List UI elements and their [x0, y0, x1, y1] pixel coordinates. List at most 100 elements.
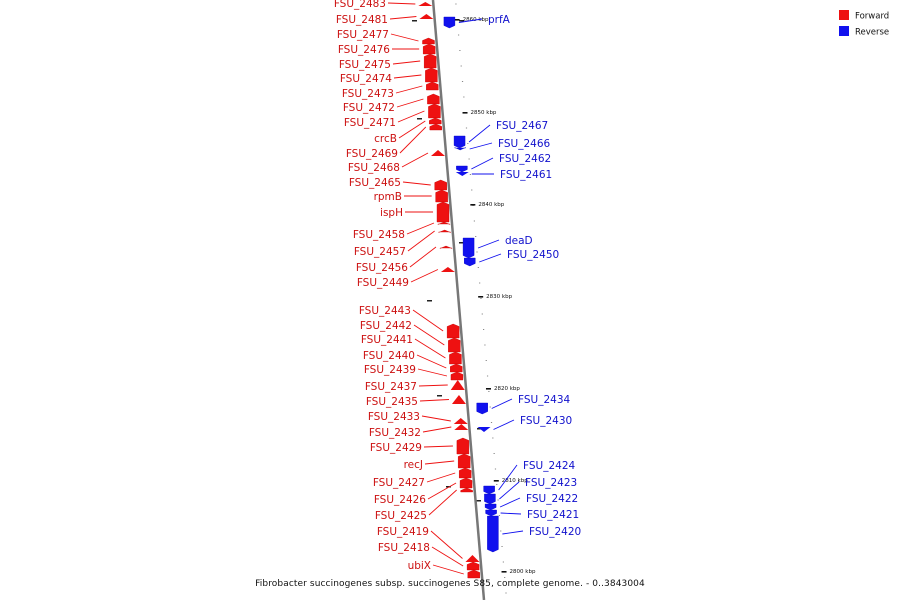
gene-label: FSU_2473: [342, 88, 394, 100]
gene-leader-line: [417, 368, 448, 377]
gene-leader-line: [414, 338, 446, 359]
gene-leader-line: [500, 512, 522, 515]
gene-feature: [465, 555, 480, 562]
gene-feature: [451, 395, 466, 404]
gene-leader-line: [419, 399, 449, 402]
gene-label: FSU_2433: [368, 411, 420, 423]
gene-feature: [422, 37, 435, 45]
gene-feature: [434, 179, 447, 191]
gene-feature: [454, 424, 469, 430]
gene-feature: [440, 267, 455, 272]
gene-leader-line: [412, 309, 444, 332]
gene-feature: [429, 117, 442, 125]
gene-label: FSU_2429: [370, 442, 422, 454]
gene-leader-line: [469, 142, 493, 150]
gene-FSU_2468: FSU_2468: [348, 150, 446, 174]
gene-FSU_2465: FSU_2465: [349, 177, 447, 191]
gene-FSU_2481: FSU_2481: [336, 14, 434, 26]
gene-FSU_2440: FSU_2440: [363, 350, 463, 373]
gene-leader-line: [430, 530, 463, 559]
gene-feature: [453, 135, 466, 149]
gene-FSU_2441: FSU_2441: [361, 334, 462, 365]
gene-feature: [435, 189, 448, 203]
genome-backbone: [431, 0, 486, 600]
gene-leader-line: [401, 152, 429, 168]
gene-FSU_2433: FSU_2433: [368, 411, 468, 424]
gene-FSU_2456: FSU_2456: [356, 245, 453, 274]
gene-feature: [483, 485, 495, 495]
legend-reverse-swatch: [839, 26, 849, 36]
forward-genes: FSU_2483 FSU_2481 FSU_2477 FSU_2476 FSU_2475…: [334, 0, 480, 579]
gene-FSU_2450: FSU_2450: [464, 249, 559, 267]
gene-label: FSU_2471: [344, 117, 396, 129]
gene-label: FSU_2449: [357, 277, 409, 289]
gene-FSU_2437: FSU_2437: [365, 380, 465, 393]
gene-FSU_2424: FSU_2424: [483, 460, 575, 495]
gene-feature: [422, 43, 436, 55]
gene-label: FSU_2456: [356, 262, 408, 274]
scale-label: 2800 kbp: [510, 569, 536, 575]
gene-feature: [454, 147, 466, 151]
gene-feature: [477, 427, 491, 432]
gene-FSU_2439: FSU_2439: [364, 364, 464, 381]
gene-label: FSU_2421: [527, 509, 579, 521]
gene-FSU_2449: FSU_2449: [357, 267, 455, 289]
gene-feature: [459, 477, 473, 489]
gene-label: FSU_2427: [373, 477, 425, 489]
gene-label: FSU_2481: [336, 14, 388, 26]
gene-feature: [484, 503, 497, 511]
gene-feature: [453, 418, 468, 424]
gene-feature: [446, 323, 460, 339]
gene-feature: [436, 201, 450, 223]
gene-feature: [485, 509, 497, 517]
gene-feature: [448, 337, 461, 353]
gene-label: FSU_2424: [523, 460, 575, 472]
gene-leader-line: [416, 354, 447, 369]
gene-FSU_2466: FSU_2466: [454, 138, 550, 151]
gene-label: prfA: [488, 14, 511, 26]
gene-label: FSU_2420: [529, 526, 581, 538]
scale-tick: [470, 204, 476, 206]
gene-leader-line: [398, 120, 426, 139]
gene-label: FSU_2469: [346, 148, 398, 160]
gene-leader-line: [418, 384, 448, 387]
scale-tick: [493, 480, 499, 482]
gene-FSU_2426: FSU_2426: [374, 477, 473, 506]
gene-feature: [466, 561, 480, 571]
gene-FSU_2473: FSU_2473: [342, 81, 439, 100]
reverse-genes: prfA FSU_2467 FSU_2466 FSU_2462 FSU_2461 deaD…: [443, 14, 581, 553]
gene-leader-line: [493, 419, 515, 430]
gene-leader-line: [426, 472, 456, 483]
gene-leader-line: [432, 564, 464, 575]
gene-leader-line: [458, 18, 483, 23]
gene-feature: [439, 245, 453, 249]
gene-feature: [462, 237, 475, 259]
gene-label: FSU_2467: [496, 120, 548, 132]
gene-label: FSU_2465: [349, 177, 401, 189]
gene-leader-line: [387, 2, 416, 5]
legend: Forward Reverse: [839, 10, 889, 38]
gene-leader-line: [431, 546, 464, 567]
gene-feature: [428, 103, 441, 119]
gene-FSU_2467: FSU_2467: [453, 120, 548, 149]
gene-FSU_2442: FSU_2442: [360, 320, 461, 353]
gene-leader-line: [477, 239, 500, 249]
gene-label: ubiX: [408, 560, 431, 572]
gene-label: FSU_2423: [525, 477, 577, 489]
gene-feature: [418, 2, 433, 6]
gene-label: FSU_2437: [365, 381, 417, 393]
scale-label: 2840 kbp: [478, 202, 504, 208]
gene-label: FSU_2432: [369, 427, 421, 439]
gene-FSU_2469: FSU_2469: [346, 123, 442, 160]
gene-FSU_2418: FSU_2418: [378, 542, 480, 571]
gene-feature: [464, 257, 476, 267]
scale-label: 2820 kbp: [494, 386, 520, 392]
gene-feature: [484, 493, 496, 505]
gene-FSU_2443: FSU_2443: [359, 305, 460, 339]
gene-label: FSU_2440: [363, 350, 415, 362]
scale-label: 2830 kbp: [486, 294, 512, 300]
gene-feature: [460, 487, 473, 493]
gene-label: FSU_2435: [366, 396, 418, 408]
gene-leader-line: [471, 157, 494, 170]
gene-leader-line: [409, 246, 437, 268]
